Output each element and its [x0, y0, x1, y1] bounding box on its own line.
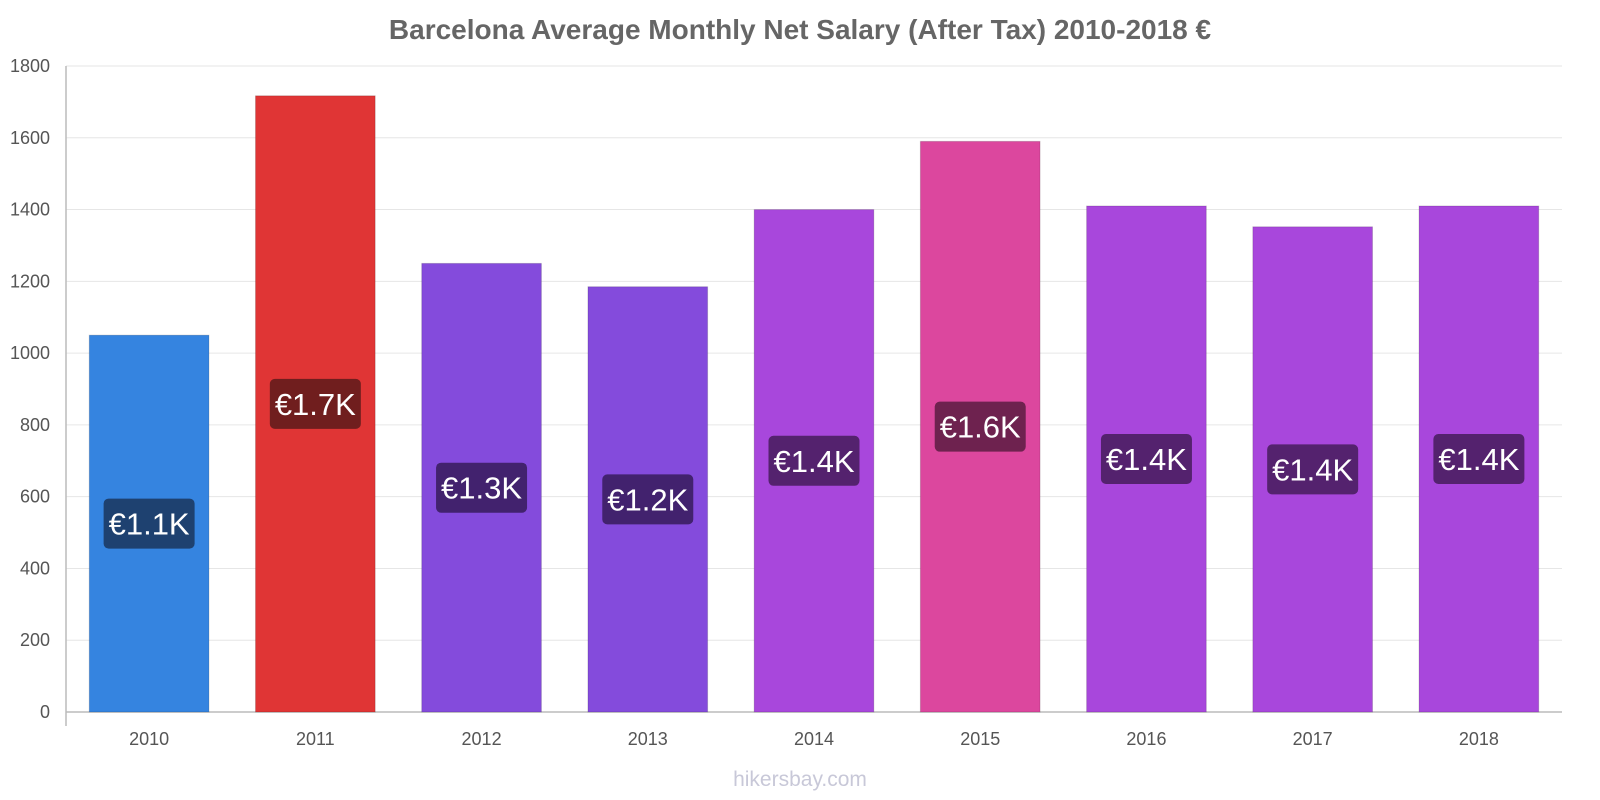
- data-label: €1.3K: [441, 471, 522, 506]
- data-label-box: [436, 462, 528, 513]
- x-tick-label: 2018: [1459, 729, 1499, 749]
- data-label-box: [269, 378, 361, 429]
- x-tick-label: 2016: [1126, 729, 1166, 749]
- y-tick-label: 400: [20, 558, 50, 578]
- y-tick-label: 0: [40, 702, 50, 722]
- data-labels: €1.1K €1.7K €1.3K €1.2K €1.4K €1.6K €1.4K €1.4K…: [103, 378, 1525, 549]
- y-tick-label: 1800: [10, 56, 50, 76]
- data-label: €1.6K: [940, 410, 1021, 445]
- x-tick-label: 2017: [1293, 729, 1333, 749]
- data-label-box: [1267, 444, 1359, 495]
- data-label-box: [1100, 433, 1192, 484]
- data-label-box: [768, 435, 860, 486]
- y-tick-label: 600: [20, 487, 50, 507]
- y-tick-label: 200: [20, 630, 50, 650]
- y-tick-label: 1000: [10, 343, 50, 363]
- x-tick-label: 2012: [462, 729, 502, 749]
- data-label-box: [602, 474, 694, 525]
- data-label: €1.4K: [1272, 452, 1353, 487]
- data-label-box: [103, 498, 195, 549]
- data-label: €1.2K: [607, 482, 688, 517]
- x-tick-label: 2010: [129, 729, 169, 749]
- watermark: hikersbay.com: [733, 768, 867, 791]
- y-tick-label: 1200: [10, 271, 50, 291]
- data-label-box: [934, 401, 1026, 452]
- data-label: €1.1K: [109, 507, 190, 542]
- y-tick-label: 800: [20, 415, 50, 435]
- data-label: €1.4K: [1438, 442, 1519, 477]
- data-label: €1.4K: [773, 444, 854, 479]
- y-tick-label: 1400: [10, 200, 50, 220]
- x-tick-label: 2011: [296, 729, 335, 749]
- y-tick-label: 1600: [10, 128, 50, 148]
- x-tick-label: 2014: [794, 729, 834, 749]
- chart-title: Barcelona Average Monthly Net Salary (Af…: [388, 14, 1212, 45]
- data-label-box: [1433, 433, 1525, 484]
- data-label: €1.4K: [1106, 442, 1187, 477]
- x-tick-label: 2013: [628, 729, 668, 749]
- x-tick-label: 2015: [960, 729, 1000, 749]
- data-label: €1.7K: [275, 387, 356, 422]
